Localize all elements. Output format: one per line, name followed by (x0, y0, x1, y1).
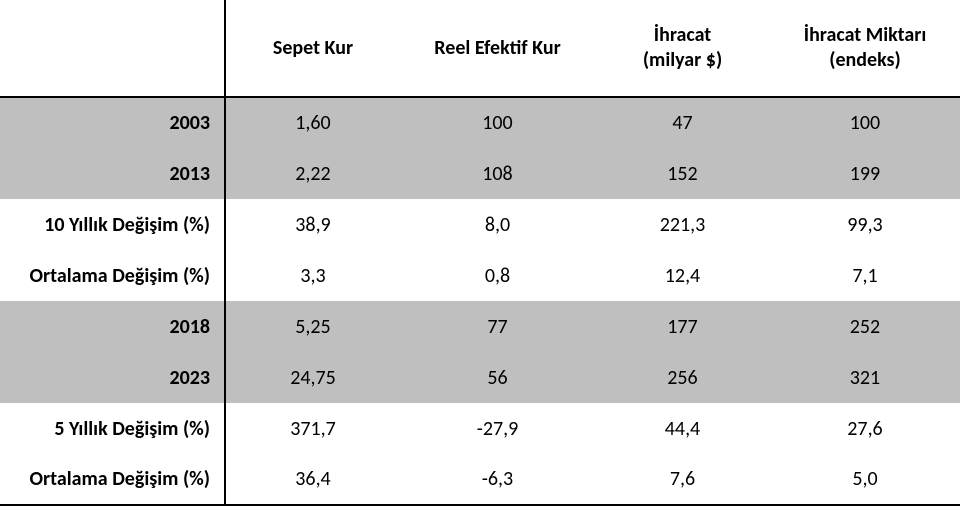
table-row: 2013 2,22 108 152 199 (0, 148, 960, 199)
cell: 36,4 (225, 454, 400, 505)
cell: 7,1 (770, 250, 960, 301)
cell: 221,3 (595, 199, 770, 250)
cell: 38,9 (225, 199, 400, 250)
col-header-4: İhracat Miktarı (endeks) (770, 0, 960, 97)
table-row: 5 Yıllık Değişim (%) 371,7 -27,9 44,4 27… (0, 403, 960, 454)
cell: 47 (595, 97, 770, 148)
cell: 252 (770, 301, 960, 352)
row-head: Ortalama Değişim (%) (0, 250, 225, 301)
cell: 44,4 (595, 403, 770, 454)
cell: 177 (595, 301, 770, 352)
col-header-4-line1: İhracat Miktarı (804, 23, 927, 47)
cell: 5,0 (770, 454, 960, 505)
cell: 371,7 (225, 403, 400, 454)
row-head: 2018 (0, 301, 225, 352)
cell: 5,25 (225, 301, 400, 352)
row-head: Ortalama Değişim (%) (0, 454, 225, 505)
table-row: Ortalama Değişim (%) 3,3 0,8 12,4 7,1 (0, 250, 960, 301)
cell: 24,75 (225, 352, 400, 403)
col-header-2: Reel Efektif Kur (400, 0, 595, 97)
cell: 0,8 (400, 250, 595, 301)
col-header-3-line1: İhracat (654, 23, 711, 47)
table-row: Ortalama Değişim (%) 36,4 -6,3 7,6 5,0 (0, 454, 960, 505)
cell: 56 (400, 352, 595, 403)
cell: 1,60 (225, 97, 400, 148)
cell: 3,3 (225, 250, 400, 301)
cell: 256 (595, 352, 770, 403)
cell: 12,4 (595, 250, 770, 301)
cell: 8,0 (400, 199, 595, 250)
cell: -27,9 (400, 403, 595, 454)
cell: 100 (400, 97, 595, 148)
row-head: 10 Yıllık Değişim (%) (0, 199, 225, 250)
cell: 2,22 (225, 148, 400, 199)
row-head: 2003 (0, 97, 225, 148)
cell: -6,3 (400, 454, 595, 505)
table-row: 2018 5,25 77 177 252 (0, 301, 960, 352)
col-header-1: Sepet Kur (225, 0, 400, 97)
cell: 108 (400, 148, 595, 199)
cell: 99,3 (770, 199, 960, 250)
header-blank (0, 0, 225, 97)
table-row: 10 Yıllık Değişim (%) 38,9 8,0 221,3 99,… (0, 199, 960, 250)
cell: 27,6 (770, 403, 960, 454)
col-header-4-line2: (endeks) (829, 48, 900, 72)
cell: 7,6 (595, 454, 770, 505)
row-head: 5 Yıllık Değişim (%) (0, 403, 225, 454)
row-head: 2023 (0, 352, 225, 403)
table-row: 2003 1,60 100 47 100 (0, 97, 960, 148)
data-table: Sepet Kur Reel Efektif Kur İhracat (mily… (0, 0, 960, 506)
header-row: Sepet Kur Reel Efektif Kur İhracat (mily… (0, 0, 960, 97)
cell: 100 (770, 97, 960, 148)
cell: 77 (400, 301, 595, 352)
cell: 199 (770, 148, 960, 199)
col-header-3: İhracat (milyar $) (595, 0, 770, 97)
row-head: 2013 (0, 148, 225, 199)
table-row: 2023 24,75 56 256 321 (0, 352, 960, 403)
cell: 321 (770, 352, 960, 403)
cell: 152 (595, 148, 770, 199)
col-header-3-line2: (milyar $) (643, 48, 722, 72)
